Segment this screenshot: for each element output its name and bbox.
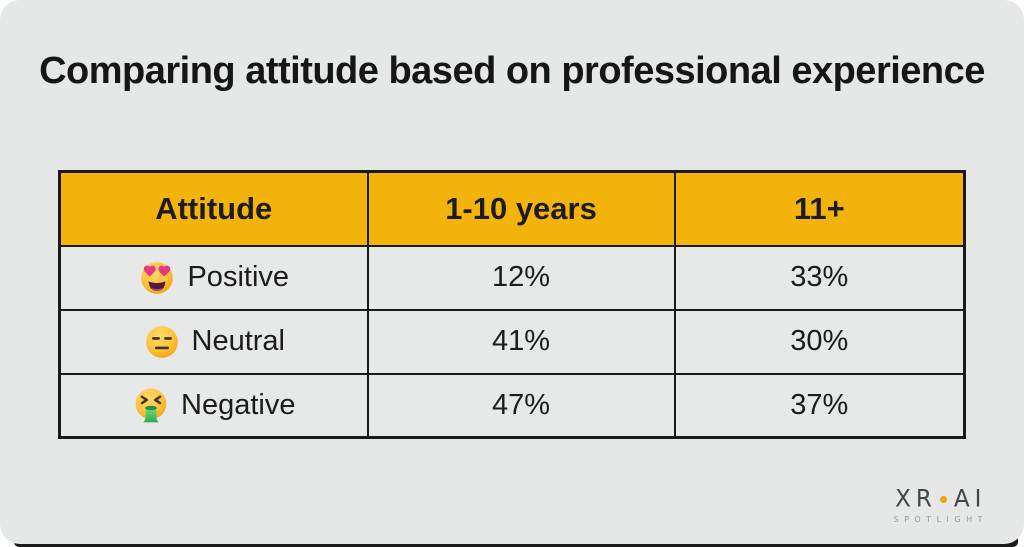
attitude-label: Negative: [181, 388, 296, 421]
brand-logo: XR AI SPOTLIGHT: [893, 485, 988, 524]
brand-logo-wordmark: XR AI: [893, 485, 988, 513]
table-row-negative: Negative 47% 37%: [58, 372, 966, 439]
expressionless-emoji: [143, 323, 181, 361]
cell-neutral-11-plus: 30%: [673, 308, 966, 375]
brand-logo-subtext: SPOTLIGHT: [893, 515, 988, 524]
attitude-label: Positive: [187, 261, 290, 293]
attitude-table: Attitude 1-10 years 11+: [58, 170, 966, 439]
cell-neutral-1-10: 41%: [366, 308, 676, 375]
logo-dot-icon: [939, 495, 947, 503]
page-title: Comparing attitude based on professional…: [39, 50, 985, 92]
cell-negative-1-10: 47%: [366, 372, 676, 439]
cell-positive-1-10: 12%: [366, 244, 676, 311]
attitude-label: Neutral: [191, 325, 286, 357]
header-row: Attitude 1-10 years 11+: [58, 170, 966, 247]
column-header-attitude: Attitude: [58, 170, 369, 247]
logo-text-xr: XR: [895, 485, 937, 513]
column-header-11-plus: 11+: [673, 170, 966, 247]
heart-eyes-emoji: [138, 259, 176, 297]
cell-positive-11-plus: 33%: [673, 244, 966, 311]
cell-negative-11-plus: 37%: [673, 372, 966, 439]
table-row-neutral: Neutral 41% 30%: [58, 308, 966, 375]
logo-text-ai: AI: [953, 485, 987, 513]
table-row-positive: Positive 12% 33%: [58, 244, 966, 311]
column-header-1-10-years: 1-10 years: [366, 170, 676, 247]
vomiting-emoji: [132, 386, 170, 424]
